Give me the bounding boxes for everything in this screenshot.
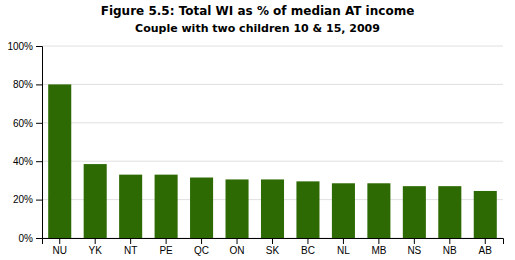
- tick-mark: [36, 84, 42, 85]
- tick-mark: [343, 238, 344, 244]
- tick-label: NL: [337, 245, 350, 256]
- tick-label: NS: [407, 245, 421, 256]
- axis-line: [36, 47, 43, 239]
- tick: NB: [443, 238, 457, 256]
- bar: [296, 181, 319, 238]
- plot: 0% 20% 40% 60% 80% 100% NU YK NT PE QC ON SK BC NL MB NS…: [7, 41, 503, 256]
- tick: 40%: [13, 156, 42, 167]
- tick-label: ON: [230, 245, 245, 256]
- tick-label: BC: [301, 245, 315, 256]
- tick: ON: [230, 238, 245, 256]
- tick-mark: [485, 238, 486, 244]
- tick: NS: [407, 238, 421, 256]
- tick-label: NB: [443, 245, 457, 256]
- tick-label: 100%: [7, 41, 33, 52]
- tick-mark: [201, 238, 202, 244]
- bar: [261, 179, 284, 238]
- bar: [226, 179, 249, 238]
- bar: [438, 186, 461, 238]
- tick-label: QC: [194, 245, 209, 256]
- tick-mark: [237, 238, 238, 244]
- tick: NL: [337, 238, 350, 256]
- bar: [119, 175, 142, 238]
- tick-label: MB: [371, 245, 386, 256]
- tick: 80%: [13, 79, 42, 90]
- chart: Figure 5.5: Total WI as % of median AT i…: [0, 0, 515, 260]
- tick-mark: [95, 238, 96, 244]
- tick-label: 0%: [19, 233, 34, 244]
- tick: BC: [301, 238, 315, 256]
- bar: [367, 183, 390, 238]
- tick-mark: [36, 123, 42, 124]
- tick: 100%: [7, 41, 42, 52]
- tick-mark: [307, 238, 308, 244]
- tick: YK: [89, 238, 103, 256]
- tick: SK: [266, 238, 280, 256]
- subtitle: Couple with two children 10 & 15, 2009: [135, 22, 380, 35]
- tick-label: NT: [124, 245, 137, 256]
- tick-label: SK: [266, 245, 280, 256]
- tick-label: 40%: [13, 156, 33, 167]
- tick: QC: [194, 238, 209, 256]
- tick-label: PE: [159, 245, 173, 256]
- tick-mark: [36, 46, 42, 47]
- bar: [403, 186, 426, 238]
- tick-label: NU: [53, 245, 67, 256]
- bar: [332, 183, 355, 238]
- tick: AB: [479, 238, 493, 256]
- tick: 20%: [13, 194, 42, 205]
- tick-mark: [378, 238, 379, 244]
- tick: 60%: [13, 118, 42, 129]
- tick-mark: [166, 238, 167, 244]
- tick: NU: [53, 238, 67, 256]
- tick-mark: [36, 238, 42, 239]
- tick-mark: [36, 200, 42, 201]
- tick-label: 60%: [13, 118, 33, 129]
- grid: [42, 46, 503, 238]
- tick-mark: [272, 238, 273, 244]
- tick-mark: [130, 238, 131, 244]
- title: Figure 5.5: Total WI as % of median AT i…: [101, 4, 415, 18]
- x-axis: NU YK NT PE QC ON SK BC NL MB NS NB AB: [43, 238, 504, 256]
- grid-line: [42, 161, 503, 162]
- bars: [48, 84, 497, 238]
- tick-label: 80%: [13, 79, 33, 90]
- grid-line: [42, 122, 503, 123]
- tick-mark: [59, 238, 60, 244]
- tick: 0%: [19, 233, 42, 244]
- tick-label: YK: [89, 245, 103, 256]
- tick-mark: [414, 238, 415, 244]
- bar: [48, 84, 71, 238]
- tick-label: 20%: [13, 194, 33, 205]
- tick-label: AB: [479, 245, 493, 256]
- grid-line: [42, 46, 503, 47]
- axis-line: [43, 239, 504, 245]
- tick-mark: [449, 238, 450, 244]
- tick: MB: [371, 238, 386, 256]
- tick: NT: [124, 238, 137, 256]
- tick-mark: [36, 161, 42, 162]
- y-axis: 0% 20% 40% 60% 80% 100%: [7, 41, 42, 244]
- bar: [155, 175, 178, 238]
- bar: [474, 191, 497, 238]
- bar: [190, 178, 213, 238]
- bar: [84, 164, 107, 238]
- grid-line: [42, 84, 503, 85]
- tick: PE: [159, 238, 173, 256]
